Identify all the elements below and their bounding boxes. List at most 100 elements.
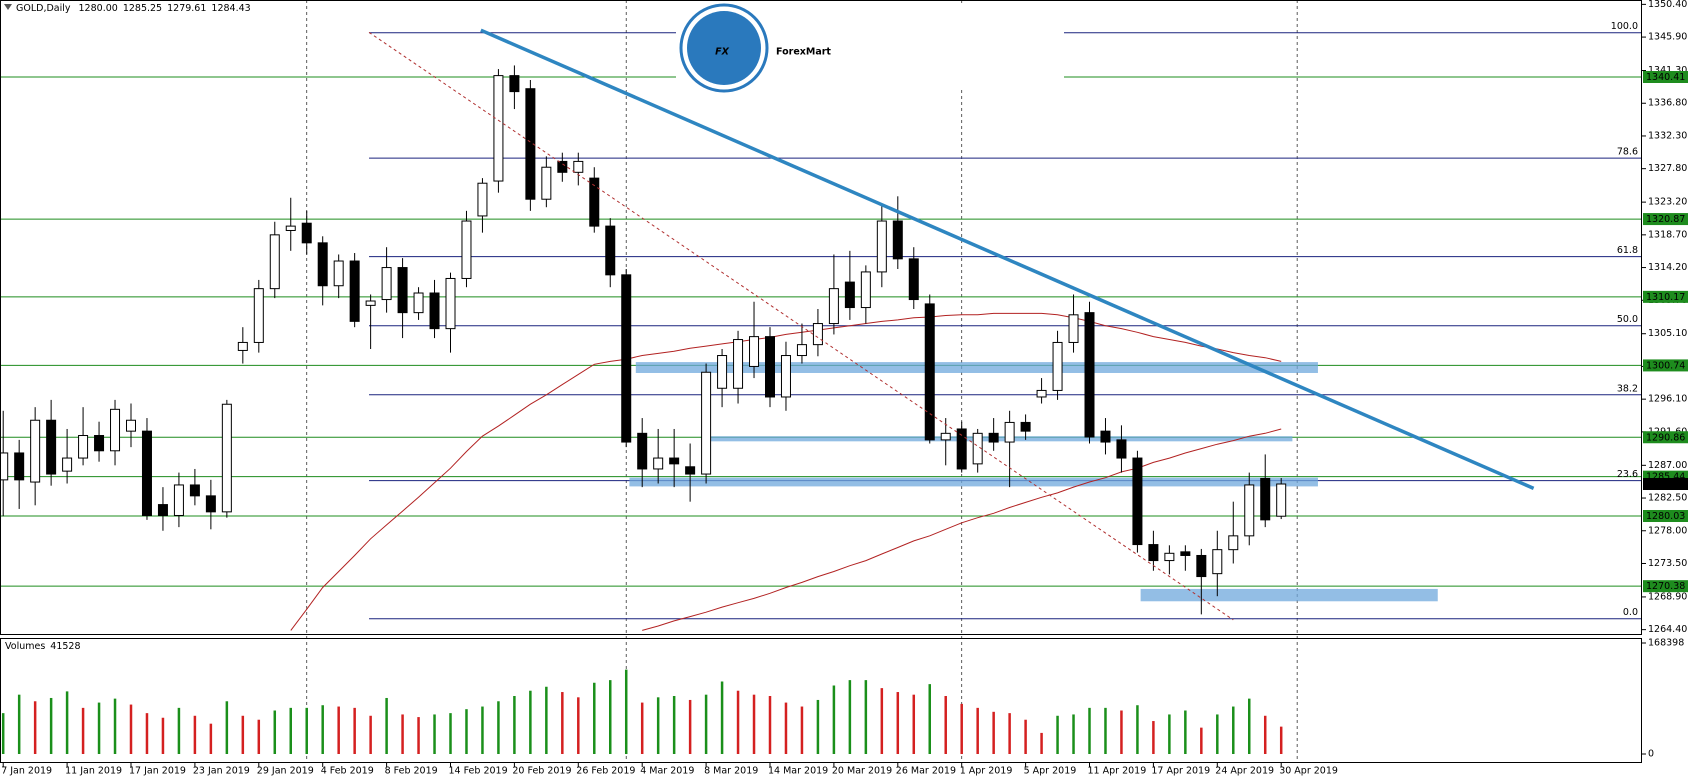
- level-label-box: [1643, 70, 1688, 83]
- candle-body: [62, 457, 73, 472]
- candle-body: [828, 288, 839, 325]
- candle-body: [381, 267, 392, 301]
- candle-body: [1116, 439, 1127, 459]
- candle-body: [892, 220, 903, 260]
- y-tick-label: 1296.10: [1648, 394, 1687, 405]
- candle-body: [908, 258, 919, 301]
- support-zone: [629, 477, 1318, 487]
- level-label-box: [1643, 290, 1688, 303]
- y-tick-label: 1282.50: [1648, 493, 1687, 504]
- y-tick-label: 1314.20: [1648, 262, 1687, 273]
- candle-body: [461, 220, 472, 279]
- candle-body: [541, 166, 552, 200]
- moving-average: [642, 428, 1282, 631]
- candle-body: [477, 182, 488, 217]
- candle-body: [413, 292, 424, 314]
- candle-body: [701, 371, 712, 475]
- candle-body: [333, 260, 344, 287]
- x-tick-label: 5 Apr 2019: [1024, 766, 1077, 777]
- candle-body: [1164, 552, 1175, 562]
- candle-body: [205, 495, 216, 513]
- fib-label: 50.0: [1617, 314, 1638, 325]
- volume-name: Volumes: [5, 641, 45, 652]
- current-price-box: [1643, 478, 1688, 491]
- header: GOLD,Daily 1280.00 1285.25 1279.61 1284.43: [4, 3, 251, 14]
- current-price-label: 1284.43: [1646, 479, 1685, 490]
- candle-body: [749, 336, 760, 367]
- y-tick-label: 1273.50: [1648, 558, 1687, 569]
- x-tick-label: 8 Mar 2019: [704, 766, 758, 777]
- fib-label: 100.0: [1611, 21, 1638, 32]
- candle-body: [78, 435, 89, 459]
- candle-body: [221, 403, 232, 513]
- y-tick-label: 1332.30: [1648, 130, 1687, 141]
- logo: FX ForexMart: [676, 3, 1064, 93]
- x-tick-label: 4 Mar 2019: [640, 766, 694, 777]
- y-tick-label: 1264.40: [1648, 624, 1687, 635]
- candle-body: [141, 430, 152, 516]
- x-tick-label: 11 Apr 2019: [1088, 766, 1147, 777]
- candle-body: [301, 222, 312, 244]
- header-text: GOLD,Daily 1280.00 1285.25 1279.61 1284.43: [16, 3, 251, 14]
- candle-body: [924, 303, 935, 441]
- logo-icon: [687, 11, 761, 85]
- x-tick-label: 26 Mar 2019: [896, 766, 956, 777]
- candle-body: [365, 300, 376, 306]
- level-label-box: [1643, 509, 1688, 522]
- candle-body: [1276, 483, 1287, 517]
- candle-body: [285, 225, 296, 231]
- level-label: 1310.17: [1646, 292, 1685, 303]
- candle-body: [685, 466, 696, 475]
- candle-body: [669, 457, 680, 465]
- moving-average: [290, 312, 1282, 631]
- candle-body: [605, 225, 616, 276]
- x-tick-label: 8 Feb 2019: [385, 766, 438, 777]
- candle-body: [1244, 484, 1255, 537]
- y-tick-label: 1318.70: [1648, 229, 1687, 240]
- level-label: 1290.86: [1646, 432, 1685, 443]
- x-tick-label: 17 Jan 2019: [129, 766, 186, 777]
- candle-body: [0, 452, 9, 481]
- candle-body: [30, 419, 41, 483]
- level-label: 1320.87: [1646, 214, 1685, 225]
- candle-body: [876, 220, 887, 273]
- fib-label: 38.2: [1617, 383, 1638, 394]
- x-tick-label: 14 Mar 2019: [768, 766, 828, 777]
- candle-body: [110, 408, 121, 452]
- level-label-box: [1643, 213, 1688, 226]
- fib-label: 61.8: [1617, 245, 1638, 256]
- candle-body: [429, 292, 440, 330]
- x-tick-label: 20 Mar 2019: [832, 766, 892, 777]
- level-label: 1340.41: [1646, 72, 1685, 83]
- y-tick-label: 1327.80: [1648, 163, 1687, 174]
- candle-body: [14, 452, 25, 481]
- candle-body: [780, 355, 791, 398]
- candle-body: [956, 428, 967, 470]
- x-tick-label: 30 Apr 2019: [1279, 766, 1338, 777]
- x-tick-label: 20 Feb 2019: [512, 766, 571, 777]
- support-zone: [1140, 588, 1438, 602]
- candle-body: [253, 288, 264, 343]
- candle-body: [1260, 477, 1271, 521]
- candle-body: [589, 177, 600, 227]
- y-tick-label: 1345.90: [1648, 32, 1687, 43]
- candle-body: [525, 88, 536, 200]
- candle-body: [397, 267, 408, 314]
- x-tick-label: 4 Feb 2019: [321, 766, 374, 777]
- x-tick-label: 14 Feb 2019: [449, 766, 508, 777]
- x-tick-label: 11 Jan 2019: [65, 766, 122, 777]
- candle-body: [1228, 535, 1239, 551]
- x-tick-label: 29 Jan 2019: [257, 766, 314, 777]
- volume-title: Volumes 41528: [5, 641, 81, 652]
- y-tick-label: 1350.40: [1648, 0, 1687, 10]
- x-tick-label: 17 Apr 2019: [1151, 766, 1210, 777]
- fib-label: 23.6: [1617, 469, 1638, 480]
- level-label: 1280.03: [1646, 511, 1685, 522]
- candle-body: [717, 355, 728, 389]
- candle-body: [1068, 314, 1079, 343]
- candle-body: [1020, 421, 1031, 432]
- candle-body: [1036, 389, 1047, 398]
